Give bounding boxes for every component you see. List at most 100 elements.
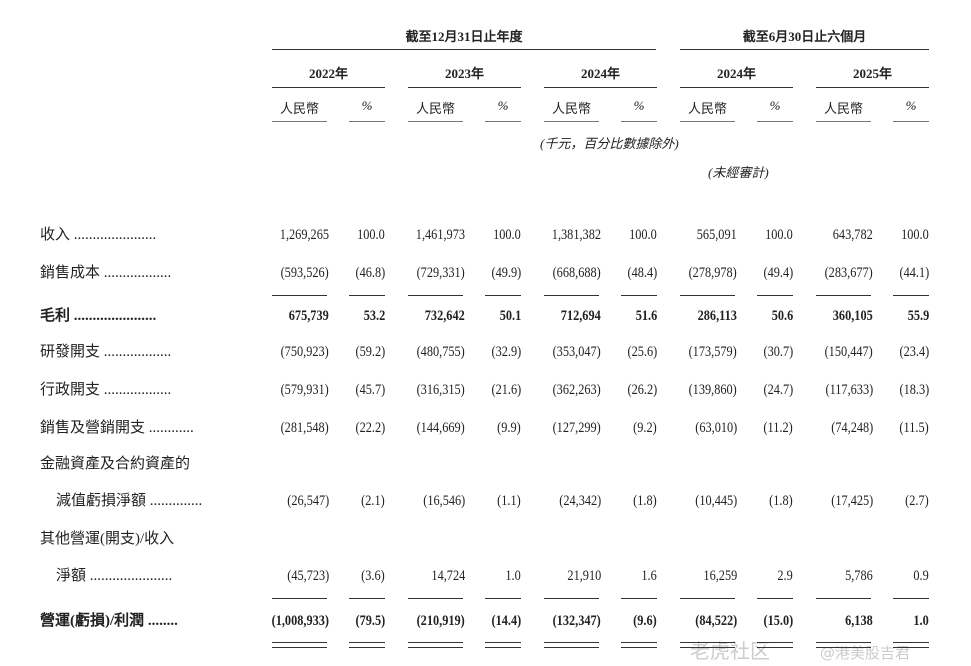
divider — [272, 49, 656, 50]
amount-cell: (668,688) — [552, 265, 601, 281]
amount-cell: 5,786 — [845, 568, 873, 584]
percent-cell: (48.4) — [627, 265, 657, 281]
amount-cell: 21,910 — [567, 568, 601, 584]
percent-cell: (9.6) — [633, 613, 657, 629]
amount-cell: 565,091 — [697, 227, 737, 243]
amount-cell: (127,299) — [552, 420, 601, 436]
year-header: 2024年 — [580, 66, 620, 81]
percent-cell: (1.1) — [497, 493, 521, 509]
percent-cell: (1.8) — [769, 493, 793, 509]
currency-header: 人民幣 — [823, 101, 863, 116]
amount-cell: 712,694 — [561, 308, 601, 324]
amount-cell: 732,642 — [425, 308, 465, 324]
divider — [621, 121, 657, 122]
underline — [680, 647, 735, 648]
row-label: 其他營運(開支)/收入 — [40, 531, 174, 548]
leader-dots: ............ — [145, 420, 194, 436]
percent-cell: 51.6 — [635, 308, 657, 324]
row-label-text: 銷售及營銷開支 — [40, 420, 146, 436]
percent-cell: (24.7) — [763, 382, 793, 398]
percent-cell: 1.6 — [641, 568, 657, 584]
amount-cell: (729,331) — [416, 265, 465, 281]
amount-cell: (1,008,933) — [271, 613, 329, 629]
row-label-text: 減值虧損淨額 — [56, 493, 147, 509]
row-label: 營運(虧損)/利潤 ........ — [40, 613, 178, 630]
amount-cell: (117,633) — [825, 382, 873, 398]
amount-cell: 360,105 — [833, 308, 873, 324]
underline — [349, 642, 385, 643]
underline — [349, 647, 385, 648]
underline — [349, 295, 385, 296]
percent-cell: (79.5) — [355, 613, 385, 629]
amount-cell: (150,447) — [824, 344, 873, 360]
amount-cell: (10,445) — [694, 493, 737, 509]
underline — [893, 642, 929, 643]
header-full-year: 截至12月31日止年度 — [405, 29, 523, 44]
percent-cell: (9.9) — [497, 420, 521, 436]
percent-cell: (32.9) — [491, 344, 521, 360]
divider — [680, 49, 929, 50]
percent-cell: 100.0 — [629, 227, 657, 243]
row-label: 減值虧損淨額 .............. — [56, 493, 202, 510]
amount-cell: (362,263) — [552, 382, 601, 398]
divider — [349, 121, 385, 122]
row-label: 銷售及營銷開支 ............ — [40, 420, 194, 437]
amount-cell: 16,259 — [703, 568, 737, 584]
percent-cell: (21.6) — [491, 382, 521, 398]
row-label-text: 研發開支 — [40, 344, 101, 360]
leader-dots: .................. — [100, 382, 172, 398]
amount-cell: (139,860) — [688, 382, 737, 398]
divider — [408, 121, 463, 122]
divider — [544, 87, 657, 88]
percent-cell: 50.6 — [771, 308, 793, 324]
underline — [680, 642, 735, 643]
amount-cell: (579,931) — [280, 382, 329, 398]
underline — [680, 295, 735, 296]
divider — [485, 121, 521, 122]
divider — [757, 121, 793, 122]
underline — [621, 598, 657, 599]
divider — [408, 87, 521, 88]
row-label-text: 金融資產及合約資產的 — [40, 456, 191, 472]
percent-cell: (18.3) — [899, 382, 929, 398]
year-header: 2024年 — [716, 66, 756, 81]
underline — [757, 295, 793, 296]
underline — [621, 642, 657, 643]
amount-cell: (210,919) — [416, 613, 465, 629]
row-label: 行政開支 .................. — [40, 382, 171, 399]
amount-cell: (593,526) — [280, 265, 329, 281]
percent-cell: 1.0 — [505, 568, 521, 584]
underline — [757, 642, 793, 643]
divider — [544, 121, 599, 122]
amount-cell: (353,047) — [552, 344, 601, 360]
underline — [816, 642, 871, 643]
year-header: 2025年 — [852, 66, 892, 81]
underline — [485, 647, 521, 648]
divider — [816, 87, 929, 88]
underline — [485, 295, 521, 296]
percent-cell: (49.9) — [491, 265, 521, 281]
amount-cell: (283,677) — [824, 265, 873, 281]
leader-dots: ........ — [144, 613, 178, 629]
year-header: 2022年 — [308, 66, 348, 81]
percent-cell: 1.0 — [913, 613, 929, 629]
amount-cell: 643,782 — [833, 227, 873, 243]
percent-cell: (9.2) — [633, 420, 657, 436]
leader-dots: ...................... — [86, 568, 173, 584]
percent-cell: 100.0 — [357, 227, 385, 243]
unaudited-note: (未經審計) — [708, 165, 769, 180]
percent-cell: (3.6) — [361, 568, 385, 584]
currency-header: 人民幣 — [279, 101, 319, 116]
percent-header: % — [497, 98, 509, 113]
underline — [272, 295, 327, 296]
amount-cell: 6,138 — [845, 613, 873, 629]
underline — [816, 598, 871, 599]
amount-cell: (316,315) — [416, 382, 465, 398]
row-label-text: 銷售成本 — [40, 265, 101, 281]
row-label-text: 毛利 — [40, 308, 71, 324]
percent-cell: (46.8) — [355, 265, 385, 281]
currency-header: 人民幣 — [687, 101, 727, 116]
underline — [816, 647, 871, 648]
percent-cell: 53.2 — [363, 308, 385, 324]
divider — [680, 121, 735, 122]
